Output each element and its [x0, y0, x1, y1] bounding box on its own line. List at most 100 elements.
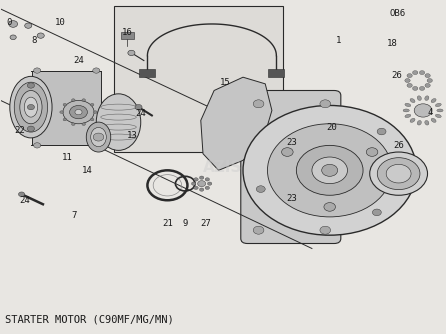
Circle shape	[320, 226, 330, 234]
Text: 23: 23	[286, 194, 297, 203]
Ellipse shape	[10, 76, 52, 138]
Circle shape	[205, 178, 210, 181]
Circle shape	[194, 178, 198, 181]
Circle shape	[370, 152, 428, 195]
Bar	[268, 69, 285, 77]
Circle shape	[33, 143, 41, 148]
Text: 18: 18	[387, 39, 397, 48]
Circle shape	[82, 99, 86, 102]
Ellipse shape	[410, 99, 415, 103]
Circle shape	[419, 70, 425, 74]
Text: 22: 22	[14, 126, 25, 135]
Text: 21: 21	[162, 219, 173, 228]
Circle shape	[407, 84, 412, 88]
Text: 10: 10	[55, 18, 66, 27]
Circle shape	[268, 124, 392, 217]
Circle shape	[425, 84, 430, 88]
Ellipse shape	[431, 99, 436, 103]
Circle shape	[312, 157, 347, 184]
Circle shape	[135, 105, 142, 110]
Ellipse shape	[425, 96, 429, 101]
Circle shape	[94, 111, 97, 114]
Circle shape	[63, 101, 94, 124]
Ellipse shape	[24, 97, 37, 117]
Text: 7: 7	[71, 211, 77, 220]
Circle shape	[91, 103, 94, 106]
Bar	[121, 32, 134, 39]
Ellipse shape	[417, 96, 421, 101]
Text: 20: 20	[326, 123, 337, 132]
Circle shape	[207, 182, 212, 185]
Circle shape	[60, 111, 63, 114]
Text: 15: 15	[220, 78, 231, 87]
Circle shape	[71, 123, 75, 126]
Circle shape	[70, 106, 87, 119]
Ellipse shape	[425, 121, 429, 125]
Ellipse shape	[410, 118, 415, 122]
Circle shape	[427, 78, 433, 82]
Circle shape	[366, 148, 378, 156]
Circle shape	[71, 99, 75, 102]
Circle shape	[413, 70, 418, 74]
Text: 13: 13	[127, 131, 137, 140]
Text: 1: 1	[336, 36, 341, 45]
Circle shape	[198, 181, 206, 187]
Text: 24: 24	[136, 109, 146, 118]
Circle shape	[93, 143, 100, 148]
Circle shape	[9, 21, 17, 27]
Text: 23: 23	[286, 138, 297, 147]
Circle shape	[322, 164, 338, 176]
Ellipse shape	[405, 103, 411, 107]
Circle shape	[199, 176, 204, 179]
Circle shape	[93, 133, 104, 141]
Bar	[114, 6, 283, 152]
Ellipse shape	[437, 109, 443, 112]
Circle shape	[18, 192, 25, 197]
Ellipse shape	[435, 114, 441, 118]
Ellipse shape	[405, 114, 411, 118]
Circle shape	[256, 186, 265, 192]
Circle shape	[372, 209, 381, 216]
Text: AZIS: AZIS	[203, 160, 243, 174]
Circle shape	[281, 148, 293, 156]
Circle shape	[128, 50, 135, 55]
Circle shape	[27, 83, 34, 88]
Bar	[140, 69, 155, 77]
Text: 24: 24	[20, 196, 30, 205]
Circle shape	[63, 103, 66, 106]
Circle shape	[414, 104, 432, 117]
Ellipse shape	[435, 103, 441, 107]
Text: 26: 26	[393, 141, 404, 150]
Circle shape	[10, 35, 16, 40]
Circle shape	[413, 87, 418, 91]
Circle shape	[405, 78, 410, 82]
Ellipse shape	[96, 94, 141, 150]
Ellipse shape	[417, 121, 421, 125]
Circle shape	[191, 182, 196, 185]
Text: 24: 24	[73, 56, 84, 65]
Circle shape	[25, 23, 32, 28]
Circle shape	[377, 128, 386, 135]
Text: OB6: OB6	[390, 9, 406, 18]
Text: 14: 14	[82, 166, 93, 175]
Text: 27: 27	[200, 219, 211, 228]
Ellipse shape	[431, 118, 436, 122]
Bar	[32, 70, 101, 145]
Circle shape	[425, 73, 430, 77]
Text: 0: 0	[6, 18, 12, 27]
Circle shape	[205, 186, 210, 189]
Circle shape	[27, 126, 34, 131]
Ellipse shape	[91, 127, 106, 147]
Ellipse shape	[403, 109, 409, 112]
Circle shape	[194, 186, 198, 189]
Circle shape	[33, 68, 41, 73]
FancyBboxPatch shape	[241, 91, 341, 243]
Text: 26: 26	[391, 71, 402, 80]
Circle shape	[91, 118, 94, 121]
Text: 8: 8	[31, 36, 37, 45]
Text: 16: 16	[122, 28, 133, 37]
Circle shape	[82, 123, 86, 126]
Circle shape	[63, 118, 66, 121]
Circle shape	[243, 106, 417, 235]
Circle shape	[253, 100, 264, 108]
